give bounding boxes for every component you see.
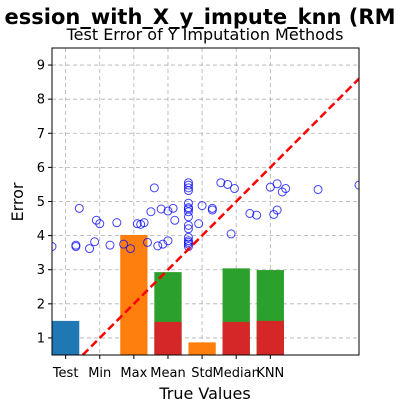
scatter-point bbox=[85, 244, 95, 254]
y-axis-label: Error bbox=[8, 182, 27, 221]
scatter-point bbox=[170, 215, 180, 225]
scatter-point bbox=[226, 229, 236, 239]
y-tick-label: 2 bbox=[37, 297, 45, 312]
y-tick-label: 5 bbox=[37, 195, 45, 210]
scatter-point bbox=[354, 180, 359, 190]
x-tick-label: Median bbox=[213, 366, 260, 381]
bar-mean-red bbox=[154, 321, 182, 355]
y-tick-label: 6 bbox=[37, 161, 45, 176]
y-tick-label: 9 bbox=[37, 59, 45, 74]
scatter-point bbox=[183, 207, 193, 217]
chart-title: Test Error of Y Imputation Methods bbox=[66, 25, 344, 44]
scatter-point bbox=[149, 183, 159, 193]
scatter-point bbox=[143, 237, 153, 247]
bar-test-blue bbox=[52, 320, 80, 355]
x-tick-label: Max bbox=[120, 366, 147, 381]
chart-suptitle: ession_with_X_y_impute_knn (RM bbox=[5, 5, 396, 29]
scatter-point bbox=[132, 219, 142, 229]
diagonal-reference-line bbox=[81, 76, 359, 355]
scatter-point bbox=[139, 218, 149, 228]
scatter-point bbox=[163, 206, 173, 216]
scatter-point bbox=[197, 201, 207, 211]
scatter-point bbox=[252, 210, 262, 220]
scatter-point bbox=[194, 219, 204, 229]
bar-knn-red bbox=[256, 320, 284, 355]
scatter-point bbox=[272, 179, 282, 189]
scatter-point bbox=[223, 179, 233, 189]
x-tick-label: Mean bbox=[150, 366, 185, 381]
scatter-point bbox=[183, 220, 193, 230]
bar-std-orange bbox=[188, 342, 216, 355]
x-tick-label: Min bbox=[88, 366, 111, 381]
y-tick-label: 7 bbox=[37, 127, 45, 142]
scatter-point bbox=[112, 218, 122, 228]
y-tick-label: 1 bbox=[37, 331, 45, 346]
scatter-point bbox=[183, 224, 193, 234]
scatter-point bbox=[313, 185, 323, 195]
scatter-point bbox=[183, 232, 193, 242]
scatter-point bbox=[105, 240, 115, 250]
scatter-point bbox=[125, 244, 135, 254]
scatter-point bbox=[74, 203, 84, 213]
scatter-point bbox=[281, 184, 291, 194]
scatter-point bbox=[90, 237, 100, 247]
scatter-point bbox=[91, 215, 101, 225]
x-tick-label: KNN bbox=[256, 366, 284, 381]
scatter-point bbox=[52, 242, 57, 252]
bar-median-red bbox=[222, 321, 250, 355]
x-tick-label: Test bbox=[52, 366, 79, 381]
plot-content bbox=[52, 76, 359, 355]
scatter-point bbox=[168, 203, 178, 213]
scatter-point bbox=[183, 186, 193, 196]
scatter-point bbox=[153, 241, 163, 251]
scatter-point bbox=[156, 204, 166, 214]
scatter-point bbox=[277, 187, 287, 197]
scatter-point bbox=[229, 184, 239, 194]
scatter-point bbox=[163, 236, 173, 246]
scatter-point bbox=[183, 180, 193, 190]
scatter-point bbox=[183, 198, 193, 208]
scatter-point bbox=[272, 205, 282, 215]
scatter-point bbox=[119, 239, 129, 249]
scatter-point bbox=[95, 219, 105, 229]
scatter-point bbox=[245, 208, 255, 218]
scatter-point bbox=[183, 183, 193, 193]
x-tick-label: Std bbox=[191, 366, 213, 381]
scatter-point bbox=[71, 242, 81, 252]
x-axis-label: True Values bbox=[158, 384, 250, 400]
scatter-point bbox=[207, 205, 217, 215]
scatter-point bbox=[183, 212, 193, 222]
y-tick-label: 8 bbox=[37, 93, 45, 108]
y-tick-label: 4 bbox=[37, 229, 45, 244]
y-tick-label: 3 bbox=[37, 263, 45, 278]
scatter-point bbox=[216, 178, 226, 188]
scatter-point bbox=[146, 207, 156, 217]
